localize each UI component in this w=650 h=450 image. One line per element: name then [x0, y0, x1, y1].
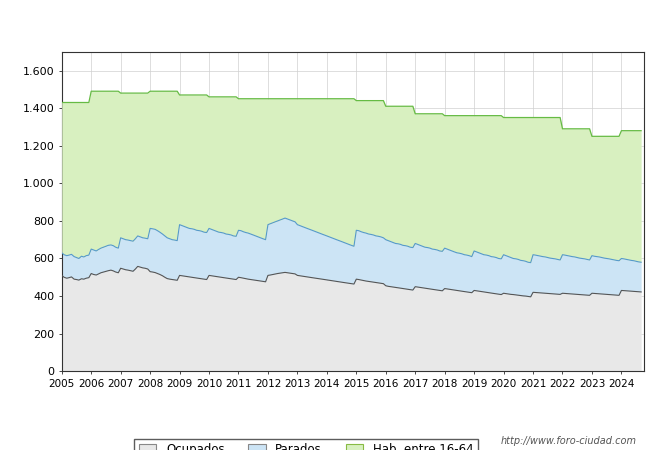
- Text: http://www.foro-ciudad.com: http://www.foro-ciudad.com: [501, 436, 637, 446]
- Legend: Ocupados, Parados, Hab. entre 16-64: Ocupados, Parados, Hab. entre 16-64: [134, 439, 478, 450]
- Text: El Campillo - Evolucion de la poblacion en edad de Trabajar Septiembre de 2024: El Campillo - Evolucion de la poblacion …: [36, 17, 614, 30]
